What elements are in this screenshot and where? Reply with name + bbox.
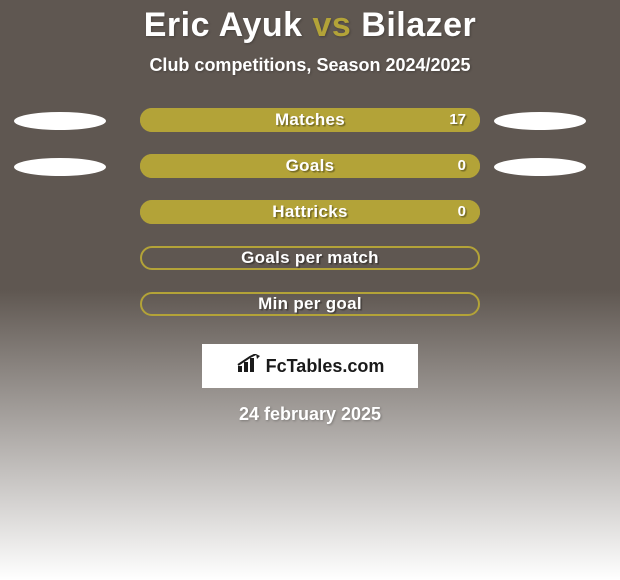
bar-chart-icon [236,354,262,379]
title-player2: Bilazer [361,6,476,44]
bar-label: Min per goal [140,292,480,316]
stat-row: Matches17 [0,108,620,132]
bar-value: 0 [140,200,466,224]
stat-row: Goals0 [0,154,620,178]
stat-row: Hattricks0 [0,200,620,224]
content: Eric Ayuk vs Bilazer Club competitions, … [0,0,620,425]
title-vs: vs [313,6,352,44]
stat-rows: Matches17 Goals0 Hattricks0 Goals per match… [0,108,620,316]
logo-box: FcTables.com [202,344,418,388]
title-player1: Eric Ayuk [144,6,303,44]
bar-value: 0 [140,154,466,178]
stat-row: Min per goal [0,292,620,316]
date-text: 24 february 2025 [0,404,620,425]
marker-ellipse-right [494,158,586,176]
bar-value: 17 [140,108,466,132]
logo-text: FcTables.com [266,356,385,377]
marker-ellipse-right [494,112,586,130]
bar-label: Goals per match [140,246,480,270]
marker-ellipse-left [14,158,106,176]
subtitle: Club competitions, Season 2024/2025 [0,55,620,76]
page-title: Eric Ayuk vs Bilazer [0,6,620,45]
stat-row: Goals per match [0,246,620,270]
marker-ellipse-left [14,112,106,130]
